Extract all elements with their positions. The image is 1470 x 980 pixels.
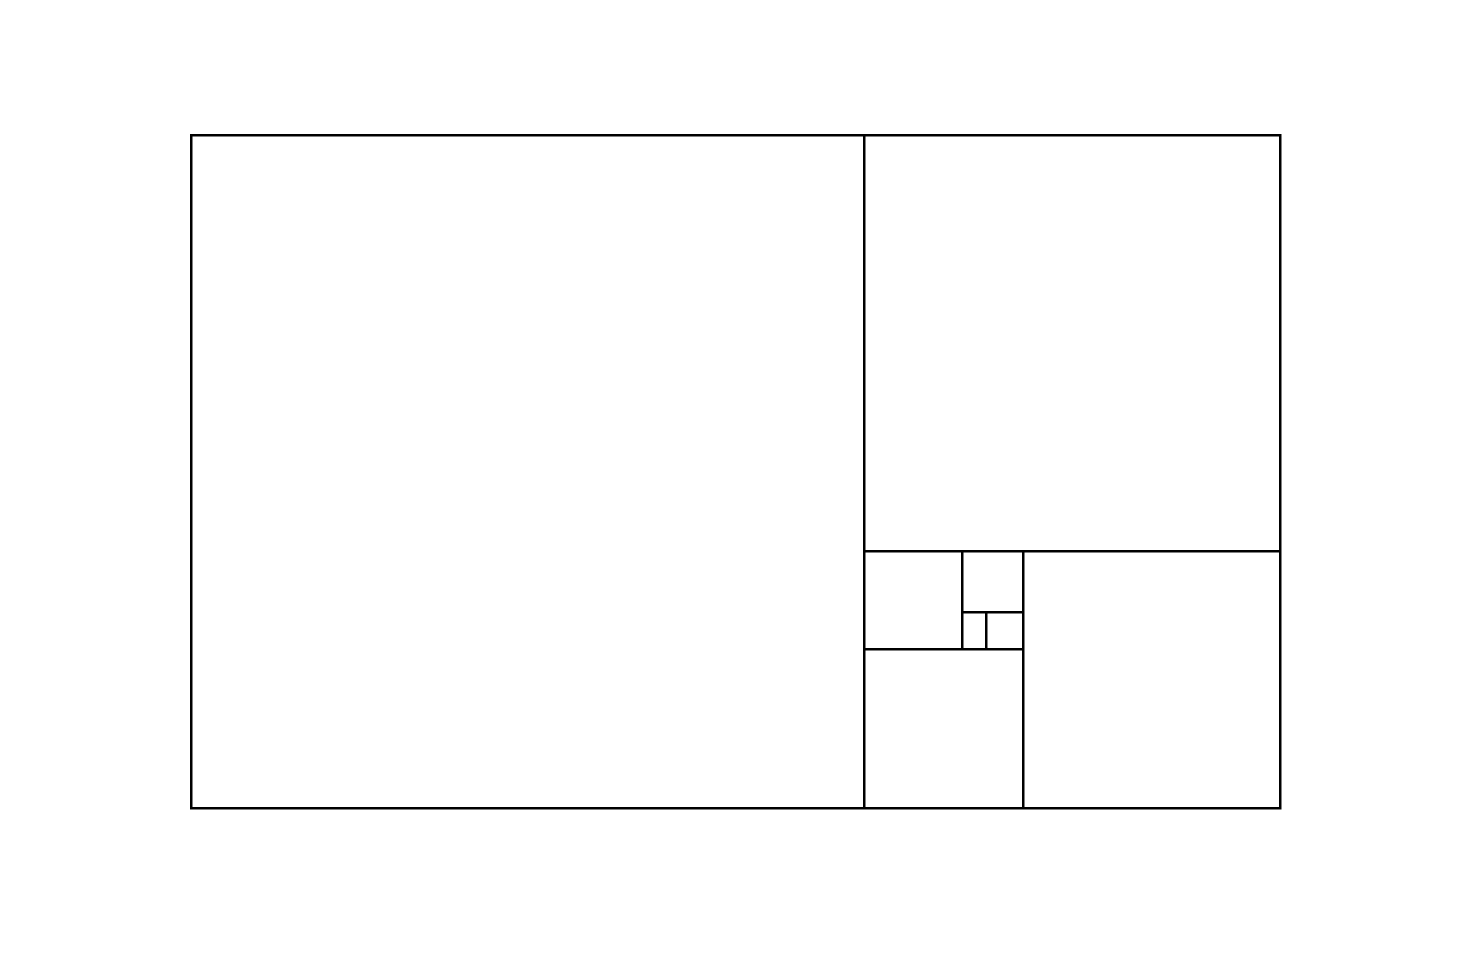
background <box>0 0 1470 980</box>
golden-ratio-diagram <box>0 0 1470 980</box>
diagram-canvas <box>0 0 1470 980</box>
